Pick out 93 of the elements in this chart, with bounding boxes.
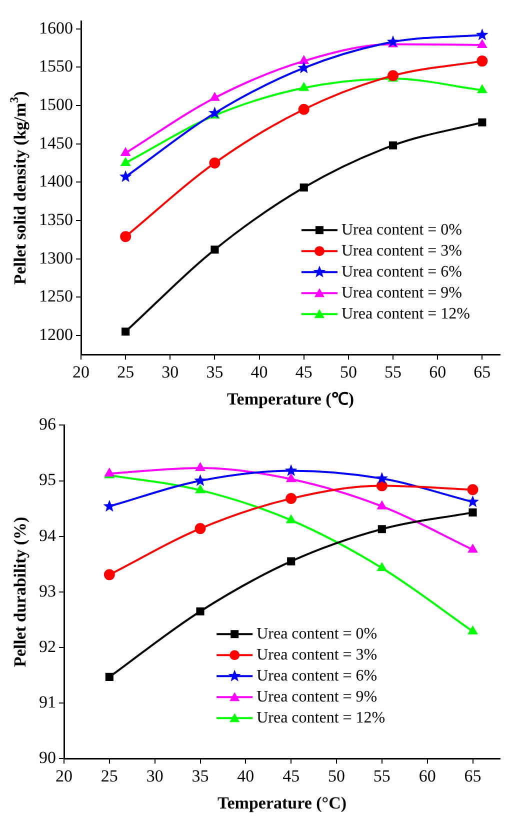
x-tick-label: 25: [117, 362, 134, 382]
legend-label: Urea content = 3%: [256, 646, 378, 664]
y-tick-label: 1450: [39, 133, 73, 152]
x-tick-label: 50: [328, 766, 345, 786]
point: [120, 157, 130, 166]
point: [377, 500, 387, 510]
point: [286, 514, 296, 524]
point: [194, 474, 206, 486]
x-tick-label: 35: [206, 362, 224, 382]
point: [209, 157, 220, 168]
x-tick-label: 40: [250, 362, 268, 382]
point: [196, 607, 204, 616]
x-tick-label: 65: [474, 362, 491, 382]
y-tick-label: 1400: [39, 172, 73, 191]
x-tick-label: 20: [72, 362, 90, 382]
legend-label: Urea content = 0%: [256, 625, 378, 642]
point: [298, 104, 310, 115]
x-tick-label: 55: [384, 362, 402, 382]
y-tick-label: 92: [39, 636, 56, 656]
x-tick-label: 30: [146, 766, 164, 786]
point: [120, 231, 132, 242]
x-axis-title: Temperature (℃): [227, 389, 354, 408]
point: [104, 569, 115, 580]
y-tick-label: 1500: [39, 94, 73, 114]
legend-label: Urea content = 0%: [341, 221, 462, 238]
point: [388, 141, 398, 150]
point: [195, 484, 206, 494]
y-tick-label: 1550: [39, 56, 73, 76]
point: [210, 246, 219, 254]
x-tick-label: 45: [295, 362, 312, 382]
x-tick-label: 30: [162, 362, 179, 382]
point: [468, 544, 478, 553]
point: [299, 82, 309, 91]
point: [477, 84, 487, 94]
point: [477, 39, 487, 48]
x-tick-label: 65: [464, 766, 482, 786]
y-tick-label: 96: [39, 414, 56, 434]
y-tick-label: 93: [39, 581, 56, 600]
point: [122, 328, 130, 336]
point: [468, 626, 478, 634]
point: [120, 148, 130, 156]
x-tick-label: 45: [282, 766, 300, 786]
point: [476, 56, 488, 67]
point: [286, 493, 297, 504]
y-tick-label: 1600: [39, 18, 73, 38]
point: [377, 562, 387, 572]
legend-label: Urea content = 6%: [256, 667, 378, 684]
point: [478, 118, 486, 126]
x-tick-label: 25: [100, 766, 118, 786]
point: [376, 472, 388, 484]
y-tick-label: 1300: [39, 248, 73, 268]
point: [466, 495, 479, 508]
y-tick-label: 1200: [39, 324, 73, 344]
point: [300, 183, 308, 192]
legend-label: Urea content = 3%: [341, 242, 462, 260]
point: [208, 106, 221, 118]
point: [287, 557, 296, 566]
legend-label: Urea content = 6%: [341, 263, 462, 280]
point: [299, 56, 309, 64]
point: [284, 464, 298, 476]
y-tick-label: 95: [39, 470, 56, 490]
y-tick-label: 1250: [39, 286, 73, 306]
point: [286, 474, 296, 482]
x-tick-label: 35: [192, 766, 209, 786]
legend-label: Urea content = 9%: [341, 284, 462, 302]
y-tick-label: 1350: [39, 210, 73, 229]
y-tick-label: 91: [39, 692, 56, 712]
y-axis-title: Pellet solid density (kg/m3): [7, 91, 30, 285]
point: [467, 484, 478, 496]
point: [298, 61, 310, 74]
legend-label: Urea content = 12%: [256, 709, 386, 726]
legend-label: Urea content = 9%: [256, 688, 378, 706]
point: [119, 170, 132, 182]
legend-label: Urea content = 12%: [341, 305, 470, 322]
point: [388, 70, 399, 82]
x-tick-label: 20: [56, 766, 72, 786]
x-tick-label: 50: [340, 362, 357, 382]
point: [195, 462, 206, 471]
x-tick-label: 60: [429, 362, 446, 382]
point: [476, 28, 488, 40]
point: [468, 508, 477, 516]
x-tick-label: 40: [237, 766, 254, 786]
point: [378, 525, 386, 534]
point: [194, 523, 206, 534]
x-tick-label: 60: [418, 766, 436, 786]
x-axis-title: Temperature (°C): [217, 793, 347, 812]
point: [386, 35, 400, 48]
y-tick-label: 90: [39, 748, 56, 768]
x-tick-label: 55: [373, 766, 390, 786]
y-tick-label: 94: [39, 526, 56, 545]
y-axis-title: Pellet durability (%): [10, 516, 30, 667]
point: [210, 92, 220, 101]
point: [105, 672, 114, 681]
